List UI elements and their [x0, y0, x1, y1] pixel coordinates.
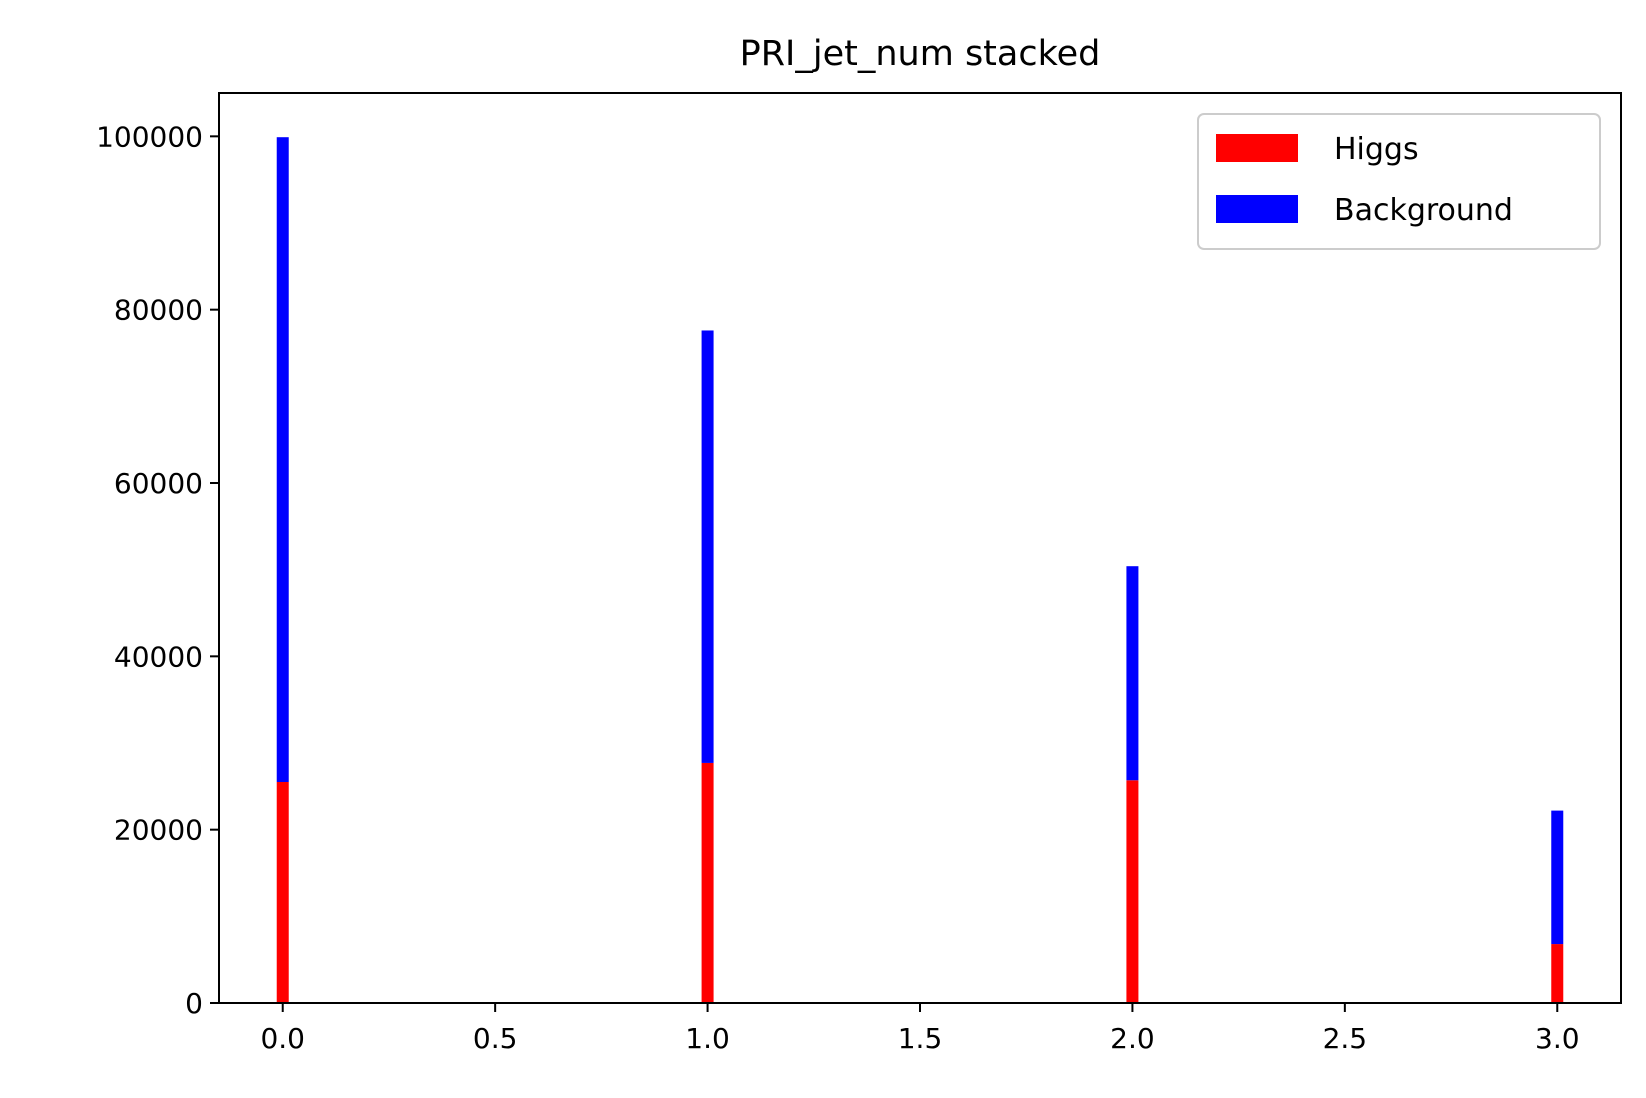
bars-group — [276, 137, 1564, 1003]
y-tick-label: 100000 — [96, 120, 203, 153]
y-tick-label: 80000 — [114, 294, 203, 327]
legend-swatch-higgs — [1216, 134, 1298, 162]
x-tick-label: 3.0 — [1535, 1022, 1580, 1055]
x-tick-label: 1.5 — [898, 1022, 943, 1055]
legend: Higgs Background — [1197, 113, 1601, 250]
y-tick-label: 20000 — [114, 814, 203, 847]
legend-box — [1197, 113, 1601, 250]
bar-background-1 — [701, 330, 714, 763]
y-axis-ticks: 0 20000 40000 60000 80000 100000 — [96, 120, 219, 1020]
bar-higgs-0 — [276, 782, 289, 1003]
legend-label-background: Background — [1334, 193, 1513, 228]
bar-background-2 — [1126, 566, 1139, 781]
plot-frame — [218, 92, 1622, 1004]
x-tick-label: 2.5 — [1323, 1022, 1368, 1055]
legend-label-higgs: Higgs — [1334, 132, 1419, 167]
chart-title: PRI_jet_num stacked — [740, 34, 1101, 74]
bar-higgs-2 — [1126, 780, 1139, 1003]
x-tick-label: 2.0 — [1110, 1022, 1155, 1055]
y-tick-label: 60000 — [114, 467, 203, 500]
x-tick-label: 0.0 — [260, 1022, 305, 1055]
bar-background-0 — [276, 137, 289, 782]
legend-swatch-background — [1216, 195, 1298, 223]
bar-background-3 — [1551, 810, 1564, 945]
bar-higgs-1 — [701, 762, 714, 1003]
x-tick-label: 0.5 — [473, 1022, 518, 1055]
x-tick-label: 1.0 — [685, 1022, 730, 1055]
bar-higgs-3 — [1551, 944, 1564, 1003]
y-tick-label: 0 — [185, 987, 203, 1020]
y-tick-label: 40000 — [114, 640, 203, 673]
x-axis-ticks: 0.0 0.5 1.0 1.5 2.0 2.5 3.0 — [260, 1003, 1580, 1055]
